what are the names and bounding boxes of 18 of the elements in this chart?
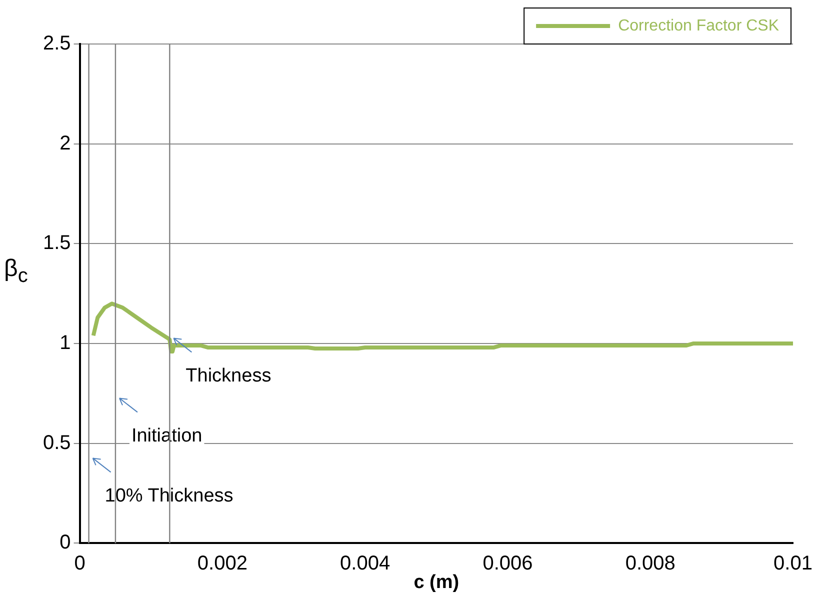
y-tick-label: 0: [60, 532, 71, 554]
y-tick-label: 2.5: [42, 32, 71, 55]
ref-line-label: 10% Thickness: [104, 485, 234, 506]
text: Correction Factor CSK: [618, 17, 780, 34]
x-tick-label: 0.01: [774, 552, 812, 575]
x-tick-label: 0.006: [482, 552, 533, 575]
y-axis-title: β$_{c}$: [4, 255, 28, 288]
ref-line-label: Initiation: [131, 425, 202, 446]
y-tick-label: 0.5: [42, 432, 71, 454]
ref-line-label: Thickness: [186, 365, 272, 386]
x-tick-label: 0.008: [625, 552, 676, 575]
y-tick-label: 2: [60, 132, 71, 154]
x-axis-title: c (m): [414, 572, 460, 593]
x-tick-label: 0.002: [197, 552, 248, 575]
x-tick-label: 0.004: [340, 552, 390, 575]
y-tick-label: 1: [60, 332, 71, 354]
x-tick-label: 0: [74, 552, 86, 575]
y-tick-label: 1.5: [42, 232, 71, 254]
